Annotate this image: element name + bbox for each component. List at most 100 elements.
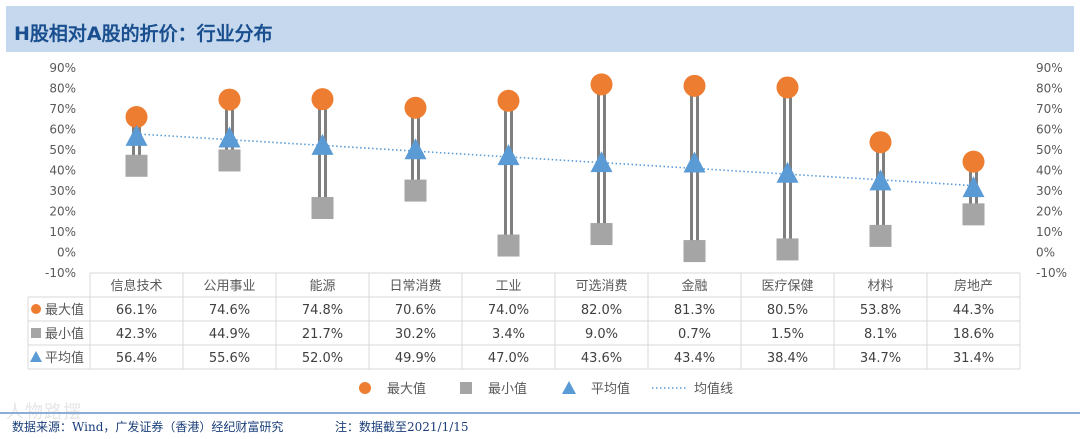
category-label: 材料 <box>867 279 893 294</box>
data-label: 38.4% <box>767 351 808 366</box>
min-marker <box>497 234 520 257</box>
min-marker <box>404 179 427 202</box>
y-tick-label-right: 10% <box>1036 225 1063 239</box>
y-tick-label-right: 50% <box>1036 143 1063 157</box>
legend-key-avg <box>30 351 42 362</box>
category-label: 公用事业 <box>203 279 255 294</box>
y-tick-label-left: 90% <box>49 61 76 75</box>
data-label: 47.0% <box>488 351 529 366</box>
legend-key-max <box>31 304 41 314</box>
y-tick-label-right: 20% <box>1036 205 1063 219</box>
category-label: 医疗保健 <box>761 279 813 294</box>
max-marker <box>497 89 520 112</box>
max-marker <box>311 88 334 111</box>
row-label: 最大值 <box>45 302 84 318</box>
data-label: 81.3% <box>674 303 715 318</box>
min-marker <box>218 149 241 172</box>
title-bar: H股相对A股的折价：行业分布 <box>6 6 1074 52</box>
data-label: 43.6% <box>581 351 622 366</box>
max-marker <box>125 105 148 128</box>
data-label: 1.5% <box>771 327 804 342</box>
data-label: 21.7% <box>302 327 343 342</box>
y-tick-label-left: 0% <box>57 246 76 260</box>
data-label: 80.5% <box>767 303 808 318</box>
max-marker <box>869 131 892 154</box>
category-label: 房地产 <box>954 278 993 294</box>
min-marker <box>311 197 334 220</box>
data-label: 53.8% <box>860 303 901 318</box>
avg-marker <box>311 133 334 155</box>
legend-marker-max <box>359 382 371 394</box>
category-label: 工业 <box>495 279 521 294</box>
data-label: 44.9% <box>209 327 250 342</box>
category-label: 可选消费 <box>575 279 627 294</box>
avg-marker <box>869 169 892 191</box>
data-label: 56.4% <box>116 351 157 366</box>
row-label: 平均值 <box>45 350 84 366</box>
max-marker <box>962 150 985 173</box>
data-label: 9.0% <box>585 327 618 342</box>
data-label: 42.3% <box>116 327 157 342</box>
avg-marker <box>683 151 706 173</box>
avg-marker <box>404 138 427 160</box>
legend-label-trend: 均值线 <box>694 381 733 397</box>
y-tick-label-left: -10% <box>45 266 76 280</box>
data-label: 44.3% <box>953 303 994 318</box>
y-tick-label-left: 60% <box>49 123 76 137</box>
data-label: 34.7% <box>860 351 901 366</box>
avg-marker <box>218 126 241 148</box>
y-tick-label-right: 80% <box>1036 82 1063 96</box>
category-label: 日常消费 <box>389 279 441 294</box>
max-marker <box>218 88 241 111</box>
min-marker <box>776 238 799 261</box>
legend-label-avg: 平均值 <box>591 381 630 397</box>
data-label: 74.8% <box>302 303 343 318</box>
y-tick-label-right: 60% <box>1036 123 1063 137</box>
data-label: 3.4% <box>492 327 525 342</box>
data-label: 55.6% <box>209 351 250 366</box>
y-tick-label-left: 20% <box>49 205 76 219</box>
legend-key-min <box>31 328 41 338</box>
data-label: 70.6% <box>395 303 436 318</box>
data-label: 52.0% <box>302 351 343 366</box>
y-tick-label-left: 80% <box>49 82 76 96</box>
y-tick-label-left: 50% <box>49 143 76 157</box>
data-label: 66.1% <box>116 303 157 318</box>
min-marker <box>125 154 148 177</box>
row-label: 最小值 <box>45 326 84 342</box>
max-marker <box>683 74 706 97</box>
y-tick-label-right: 90% <box>1036 61 1063 75</box>
page-title: H股相对A股的折价：行业分布 <box>14 23 273 45</box>
max-marker <box>590 73 613 96</box>
avg-marker <box>776 161 799 183</box>
data-label: 74.0% <box>488 303 529 318</box>
legend-label-min: 最小值 <box>488 381 527 397</box>
y-tick-label-left: 30% <box>49 184 76 198</box>
footer-source: 数据来源：Wind，广发证券（香港）经纪财富研究 <box>12 420 284 434</box>
legend-label-max: 最大值 <box>387 381 426 397</box>
min-marker <box>683 240 706 263</box>
data-label: 82.0% <box>581 303 622 318</box>
y-tick-label-right: 30% <box>1036 184 1063 198</box>
category-label: 信息技术 <box>110 278 162 294</box>
y-tick-label-right: -10% <box>1036 266 1067 280</box>
y-tick-label-right: 0% <box>1036 246 1055 260</box>
data-label: 74.6% <box>209 303 250 318</box>
min-marker <box>962 203 985 226</box>
data-label: 49.9% <box>395 351 436 366</box>
avg-marker <box>125 124 148 146</box>
legend-marker-min <box>460 382 472 394</box>
y-tick-label-left: 10% <box>49 225 76 239</box>
trend-line <box>136 133 974 187</box>
y-tick-label-left: 70% <box>49 102 76 116</box>
footer-divider <box>0 412 1080 414</box>
data-label: 31.4% <box>953 351 994 366</box>
avg-marker <box>497 144 520 166</box>
data-label: 18.6% <box>953 327 994 342</box>
category-label: 能源 <box>309 279 335 294</box>
min-marker <box>590 223 613 246</box>
category-label: 金融 <box>681 278 707 294</box>
max-marker <box>776 76 799 99</box>
min-marker <box>869 224 892 247</box>
